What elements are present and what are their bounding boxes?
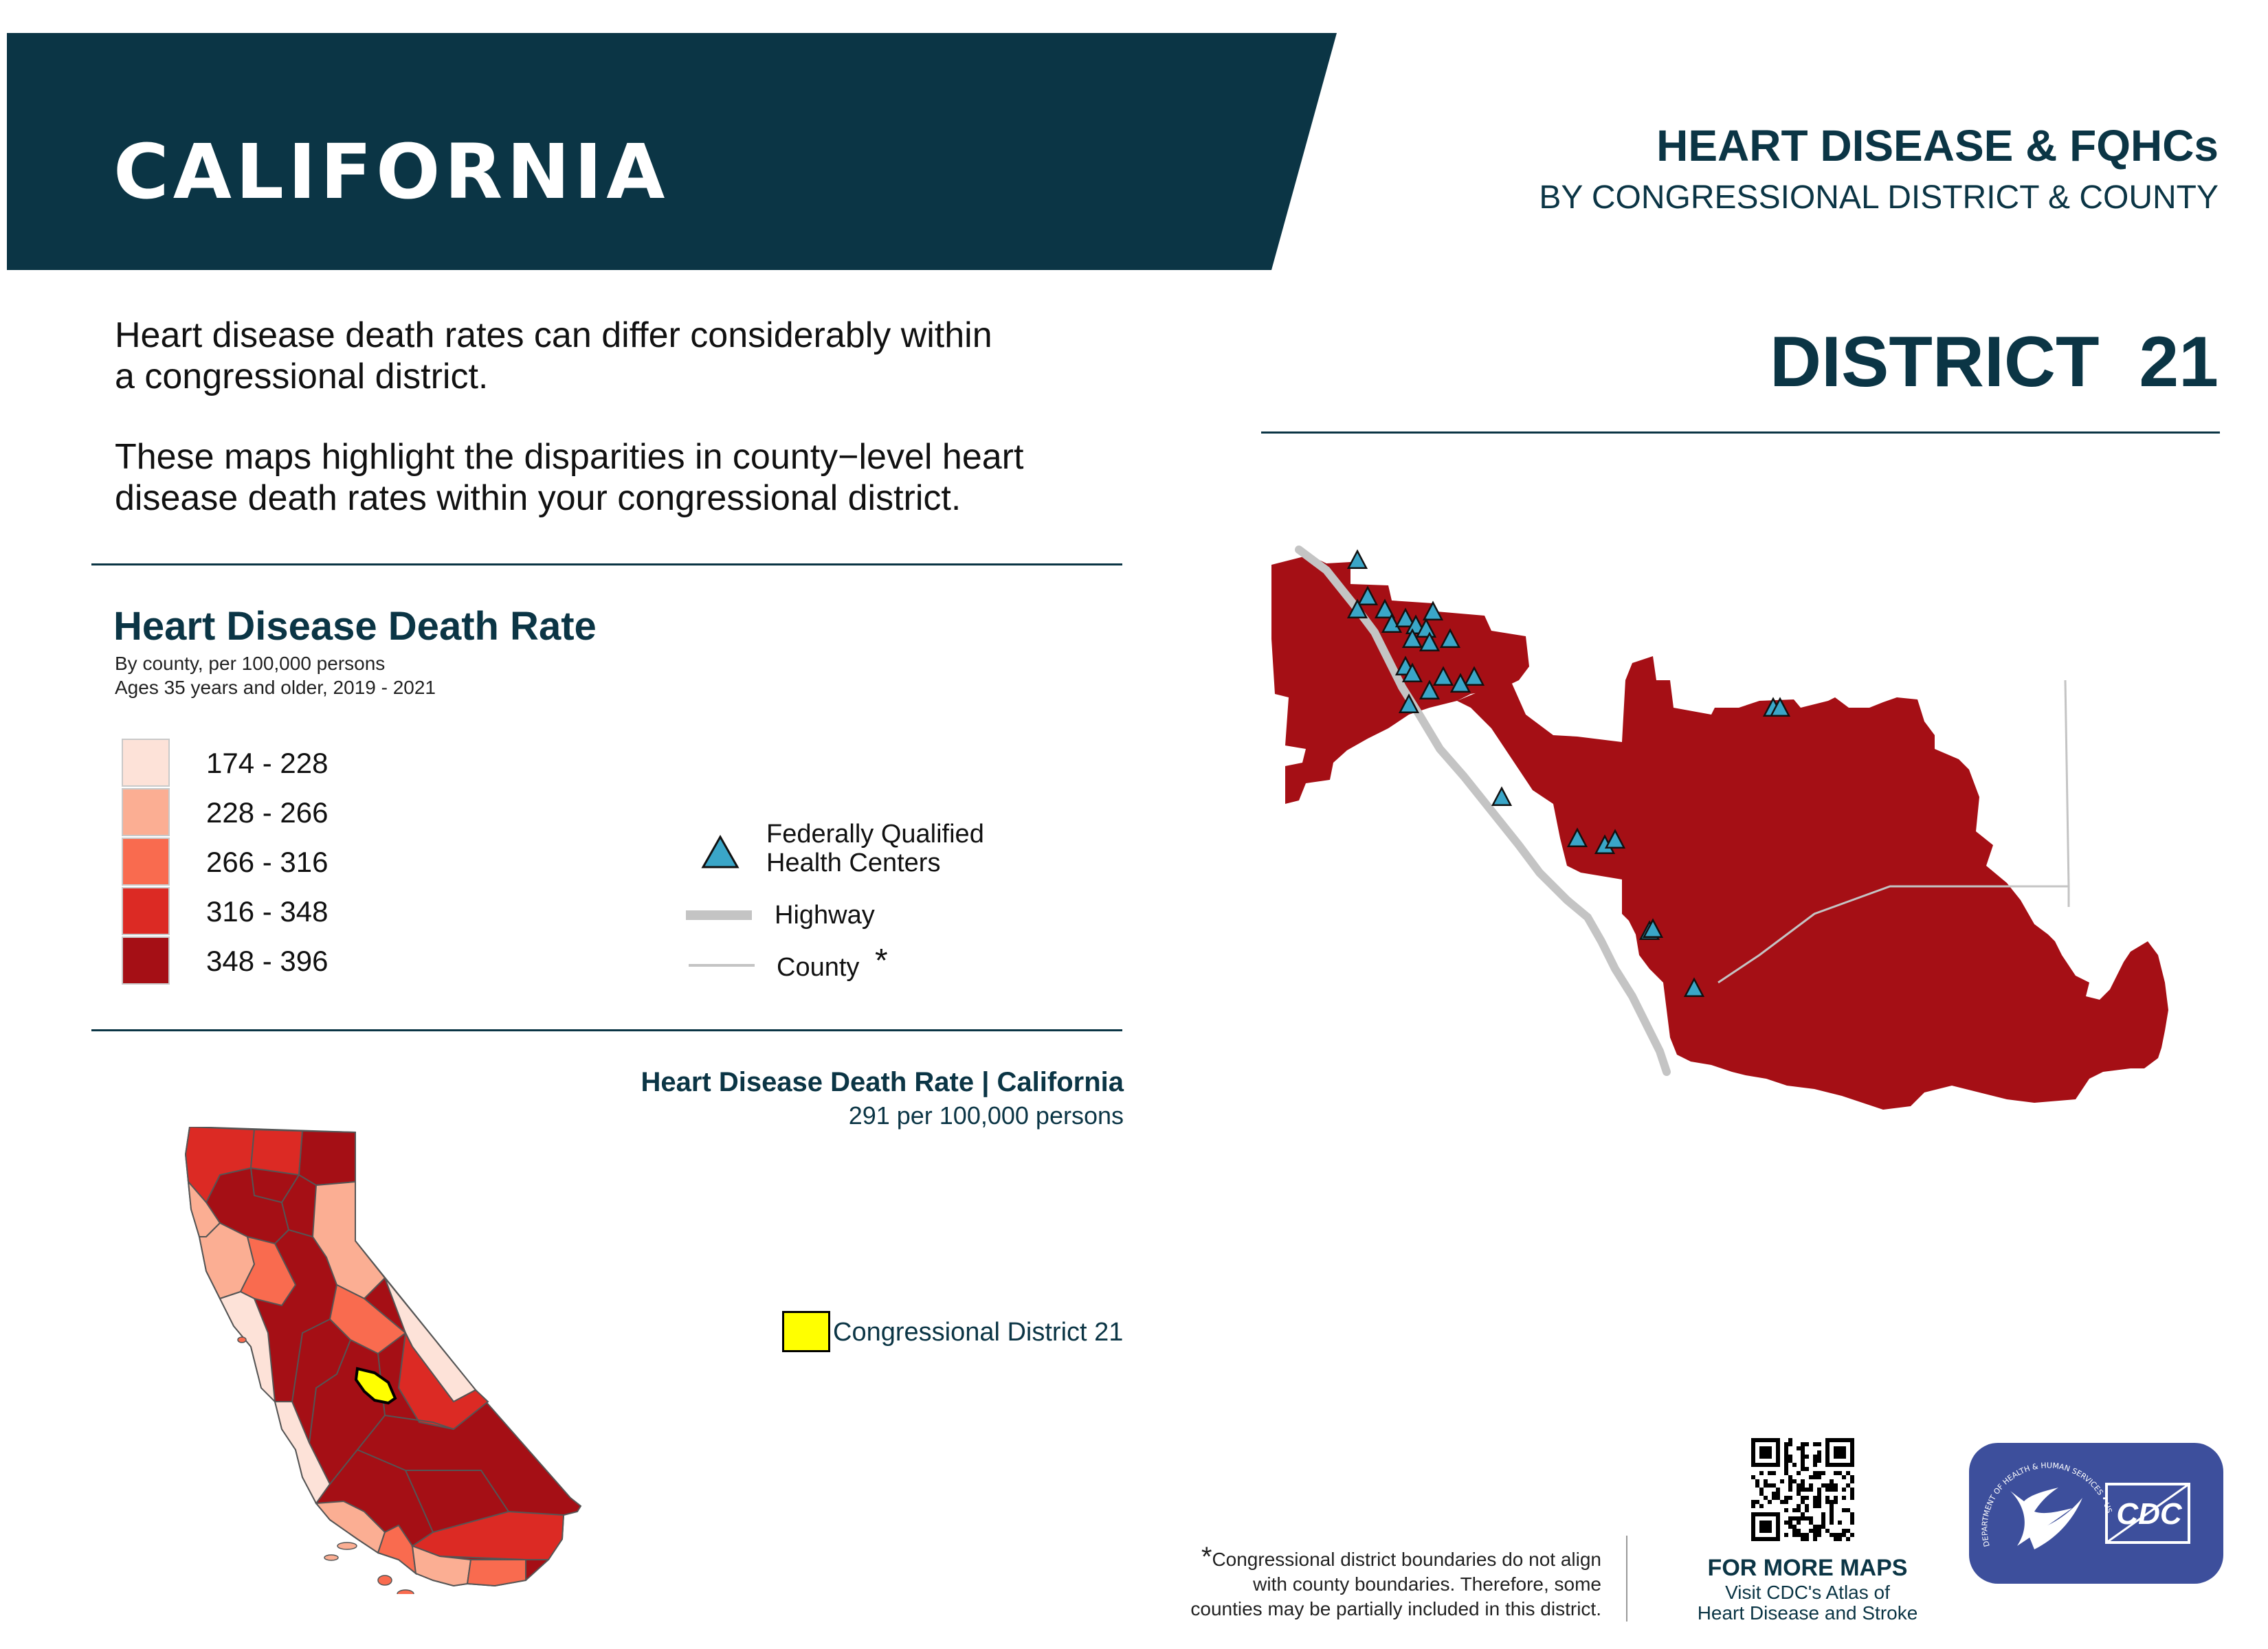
state-rate-value: 291 per 100,000 persons: [848, 1101, 1124, 1130]
hhs-eagle-icon: [2010, 1488, 2082, 1549]
legend-note-units: By county, per 100,000 persons: [115, 653, 386, 674]
fqhc-marker[interactable]: [1566, 827, 1588, 847]
fqhc-marker[interactable]: [1381, 613, 1403, 633]
fqhc-marker[interactable]: [1422, 601, 1444, 620]
fqhc-triangle-icon: [701, 835, 740, 868]
more-maps-title: FOR MORE MAPS: [1707, 1555, 1908, 1581]
fqhc-marker[interactable]: [1401, 662, 1423, 682]
fqhc-marker[interactable]: [1439, 628, 1461, 648]
district-highway: [1295, 546, 1671, 1076]
legend-swatch: [122, 887, 170, 935]
legend-range-label: 316 - 348: [206, 895, 329, 928]
fqhc-marker[interactable]: [1357, 585, 1379, 605]
intro-paragraph-2: These maps highlight the disparities in …: [115, 437, 1024, 518]
county-asterisk: *: [874, 943, 888, 979]
qr-code[interactable]: [1751, 1438, 1854, 1541]
legend-note-ages: Ages 35 years and older, 2019 - 2021: [115, 677, 436, 698]
county-region-ne: [298, 1130, 356, 1187]
fqhc-marker[interactable]: [1449, 673, 1471, 693]
legend-range-label: 348 - 396: [206, 945, 329, 977]
county-line-icon: [689, 964, 755, 967]
fqhc-marker[interactable]: [1463, 666, 1485, 686]
footnote: *Congressional district boundaries do no…: [1120, 1542, 1601, 1622]
fqhc-label: Federally Qualified Health Centers: [766, 820, 984, 877]
fqhc-marker[interactable]: [1346, 598, 1368, 618]
district-divider: [1261, 431, 2220, 434]
report-title: HEART DISEASE & FQHCs: [1656, 121, 2219, 170]
district-title: DISTRICT 21: [1770, 322, 2219, 402]
more-maps-line2: Heart Disease and Stroke: [1697, 1602, 1918, 1624]
fqhc-marker[interactable]: [1346, 549, 1368, 569]
district-highlight-label: Congressional District 21: [833, 1318, 1124, 1347]
district-21-map: [1271, 546, 2168, 1110]
legend-swatch: [122, 739, 170, 787]
fqhc-marker[interactable]: [1769, 697, 1791, 717]
cdc-logo-text: CDC: [2116, 1497, 2183, 1531]
fqhc-marker[interactable]: [1419, 631, 1441, 651]
county-region-north-1: [249, 1128, 304, 1176]
fqhc-marker[interactable]: [1401, 628, 1423, 648]
footnote-asterisk: *: [1201, 1542, 1212, 1572]
header-banner: [7, 33, 1337, 270]
report-subtitle: BY CONGRESSIONAL DISTRICT & COUNTY: [1539, 179, 2219, 216]
district-21-area: [1271, 555, 2168, 1110]
more-maps-line1: Visit CDC's Atlas of: [1725, 1582, 1890, 1603]
legend-range-label: 266 - 316: [206, 846, 329, 878]
district-21-highlight: [354, 1367, 397, 1405]
hhs-cdc-logo: DEPARTMENT OF HEALTH & HUMAN SERVICES • …: [1969, 1443, 2223, 1584]
fqhc-marker[interactable]: [1419, 680, 1441, 699]
fqhc-marker[interactable]: [1642, 918, 1664, 938]
fqhc-marker[interactable]: [1398, 693, 1420, 713]
legend-range-label: 228 - 266: [206, 796, 329, 829]
legend-swatch: [122, 838, 170, 886]
legend-heading: Heart Disease Death Rate: [113, 604, 597, 649]
legend-swatch: [122, 936, 170, 985]
cdc-logo-icon: CDC: [2105, 1483, 2190, 1544]
footnote-line3: counties may be partially included in th…: [1190, 1598, 1601, 1619]
california-inset-map: [184, 1127, 582, 1594]
district-highlight-swatch: [782, 1311, 830, 1352]
fqhc-marker[interactable]: [1394, 607, 1416, 627]
fqhc-points: [1346, 549, 1791, 997]
fqhc-marker[interactable]: [1604, 829, 1626, 849]
district-county-boundary: [1717, 680, 2070, 984]
county-region-delta: [239, 1235, 297, 1307]
footnote-line2: with county boundaries. Therefore, some: [1253, 1573, 1601, 1595]
fqhc-label-line2: Health Centers: [766, 849, 941, 877]
county-label: County *: [777, 945, 888, 983]
footnote-line1: Congressional district boundaries do not…: [1212, 1549, 1601, 1570]
intro-paragraph-1: Heart disease death rates can differ con…: [115, 315, 992, 396]
intro-divider: [91, 563, 1122, 565]
fqhc-marker[interactable]: [1432, 666, 1454, 686]
highway-line-icon: [686, 910, 752, 920]
highway-label: Highway: [775, 901, 875, 930]
county-region-imperial: [466, 1559, 526, 1587]
state-name: CALIFORNIA: [113, 128, 669, 216]
fqhc-label-line1: Federally Qualified: [766, 820, 984, 849]
fqhc-marker[interactable]: [1491, 786, 1513, 806]
legend-range-label: 174 - 228: [206, 747, 329, 779]
state-rate-title: Heart Disease Death Rate | California: [641, 1067, 1124, 1097]
county-region-desert: [410, 1510, 565, 1560]
legend-divider: [91, 1029, 1122, 1031]
fqhc-marker[interactable]: [1374, 598, 1396, 618]
fqhc-marker[interactable]: [1415, 618, 1437, 638]
county-label-text: County: [777, 953, 860, 982]
fqhc-marker[interactable]: [1683, 977, 1705, 997]
footer-divider: [1626, 1536, 1627, 1622]
legend-swatch: [122, 788, 170, 836]
county-region-east-2: [397, 1330, 489, 1431]
